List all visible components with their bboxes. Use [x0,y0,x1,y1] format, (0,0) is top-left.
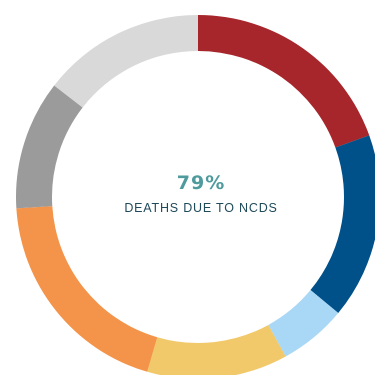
donut-slices [16,15,375,375]
donut-slice-7 [54,15,198,108]
center-value: 79% [177,172,225,194]
donut-slice-5 [16,206,158,372]
donut-slice-6 [16,85,83,209]
center-label: DEATHS DUE TO NCDS [124,201,277,215]
donut-slice-1 [198,15,370,148]
donut-slice-3 [268,290,339,357]
donut-slice-2 [310,135,375,314]
donut-slice-4 [147,324,286,375]
